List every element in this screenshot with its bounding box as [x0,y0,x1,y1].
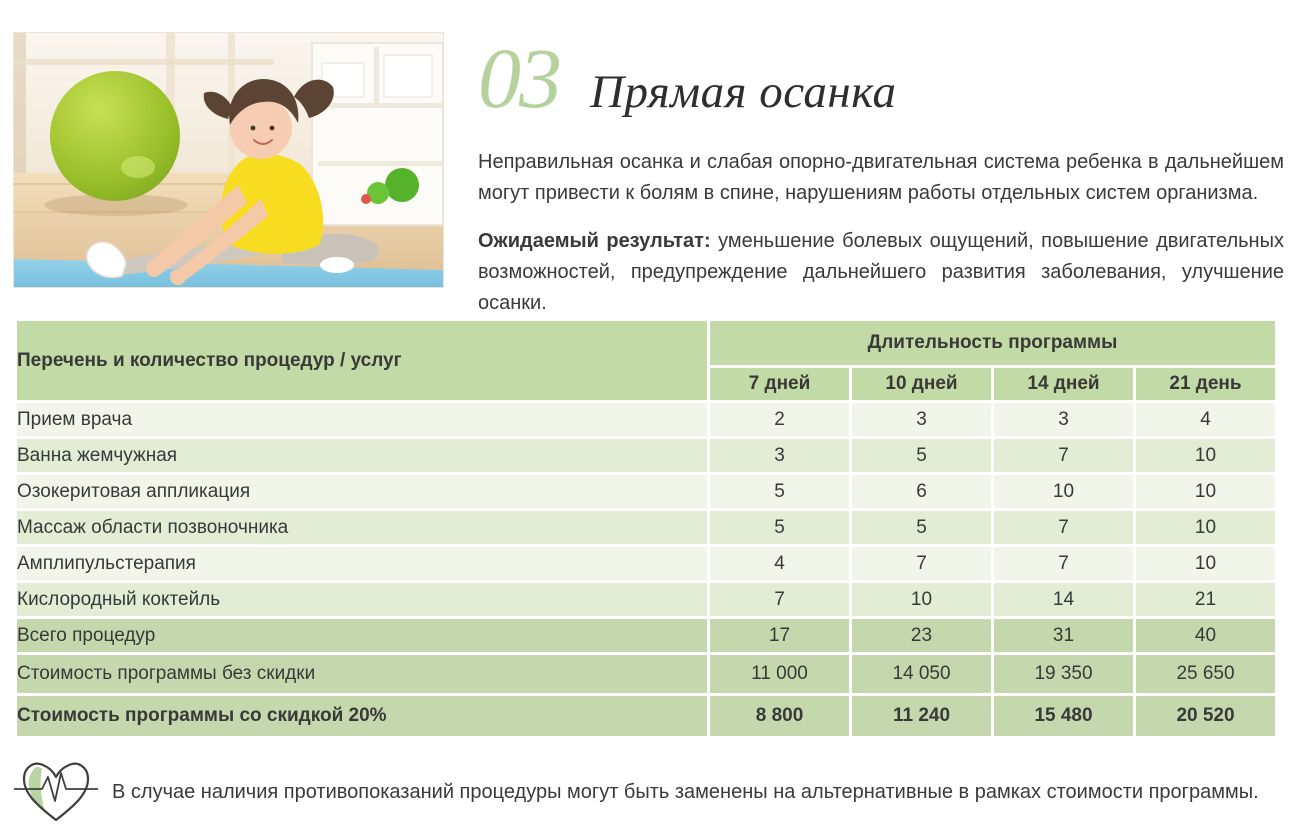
column-header-procedures: Перечень и количество процедур / услуг [17,321,707,400]
procedure-name: Стоимость программы со скидкой 20% [17,696,707,736]
procedure-value: 10 [1136,439,1275,472]
procedure-name: Амплипульстерапия [17,547,707,580]
table-row: Озокеритовая аппликация 5 6 10 10 [17,475,1275,508]
column-group-duration: Длительность программы [710,321,1275,365]
duration-column-header: 10 дней [852,368,991,400]
procedure-value: 3 [994,403,1133,436]
heart-ecg-icon [14,756,98,828]
procedure-name: Кислородный коктейль [17,583,707,616]
procedure-value: 15 480 [994,696,1133,736]
procedure-value: 40 [1136,619,1275,652]
procedure-name: Прием врача [17,403,707,436]
table-row: Стоимость программы без скидки 11 000 14 0… [17,655,1275,693]
procedure-value: 3 [852,403,991,436]
page-title: Прямая осанка [590,66,897,118]
procedure-name: Всего процедур [17,619,707,652]
program-table: Перечень и количество процедур / услуг Д… [14,318,1278,739]
heading-block: 03 Прямая осанка Неправильная осанка и с… [478,30,1284,319]
procedure-value: 2 [710,403,849,436]
procedure-name: Массаж области позвоночника [17,511,707,544]
procedure-value: 25 650 [1136,655,1275,693]
table-row: Всего процедур 17 23 31 40 [17,619,1275,652]
duration-column-header: 7 дней [710,368,849,400]
procedure-value: 21 [1136,583,1275,616]
procedure-value: 3 [710,439,849,472]
procedure-value: 11 240 [852,696,991,736]
table-row: Ванна жемчужная 3 5 7 10 [17,439,1275,472]
procedure-value: 6 [852,475,991,508]
table-row: Стоимость программы со скидкой 20% 8 800 1… [17,696,1275,736]
procedure-value: 7 [994,511,1133,544]
hero-illustration [14,33,443,287]
procedure-value: 10 [1136,547,1275,580]
procedure-value: 20 520 [1136,696,1275,736]
table-row: Амплипульстерапия 4 7 7 10 [17,547,1275,580]
procedure-value: 10 [994,475,1133,508]
expected-result-paragraph: Ожидаемый результат: уменьшение болевых … [478,226,1284,319]
procedure-name: Озокеритовая аппликация [17,475,707,508]
procedure-value: 5 [710,475,849,508]
procedure-value: 31 [994,619,1133,652]
girl-figure [86,79,379,285]
procedure-value: 5 [852,511,991,544]
procedure-value: 23 [852,619,991,652]
intro-paragraph: Неправильная осанка и слабая опорно-двиг… [478,151,1284,204]
procedure-value: 5 [710,511,849,544]
title-row: 03 Прямая осанка [478,30,1284,134]
procedure-value: 7 [710,583,849,616]
duration-header-row: 7 дней 10 дней 14 дней 21 день [17,368,1275,400]
procedure-name: Стоимость программы без скидки [17,655,707,693]
procedure-value: 10 [1136,511,1275,544]
procedure-value: 19 350 [994,655,1133,693]
procedure-value: 11 000 [710,655,849,693]
table-row: Массаж области позвоночника 5 5 7 10 [17,511,1275,544]
header-row-1: Перечень и количество процедур / услуг Д… [17,321,1275,400]
procedure-value: 5 [852,439,991,472]
procedure-value: 4 [710,547,849,580]
procedure-value: 7 [852,547,991,580]
duration-column-header: 14 дней [994,368,1133,400]
program-number: 03 [478,30,562,126]
footnote-text: В случае наличия противопоказаний процед… [112,781,1259,803]
expected-result-text: уменьшение болевых ощущений, повышение д… [478,230,1284,314]
shelf [311,42,443,226]
procedure-value: 7 [994,547,1133,580]
table-row: Прием врача 2 3 3 4 [17,403,1275,436]
procedure-value: 8 800 [710,696,849,736]
procedure-value: 7 [994,439,1133,472]
procedure-name: Ванна жемчужная [17,439,707,472]
procedure-value: 10 [852,583,991,616]
table-row: Кислородный коктейль 7 10 14 21 [17,583,1275,616]
procedure-value: 10 [1136,475,1275,508]
girl-stretching-photo [13,32,444,288]
procedure-value: 17 [710,619,849,652]
footnote: В случае наличия противопоказаний процед… [14,756,1282,828]
expected-result-label: Ожидаемый результат: [478,230,711,252]
procedure-value: 4 [1136,403,1275,436]
procedure-value: 14 050 [852,655,991,693]
duration-column-header: 21 день [1136,368,1275,400]
procedure-value: 14 [994,583,1133,616]
